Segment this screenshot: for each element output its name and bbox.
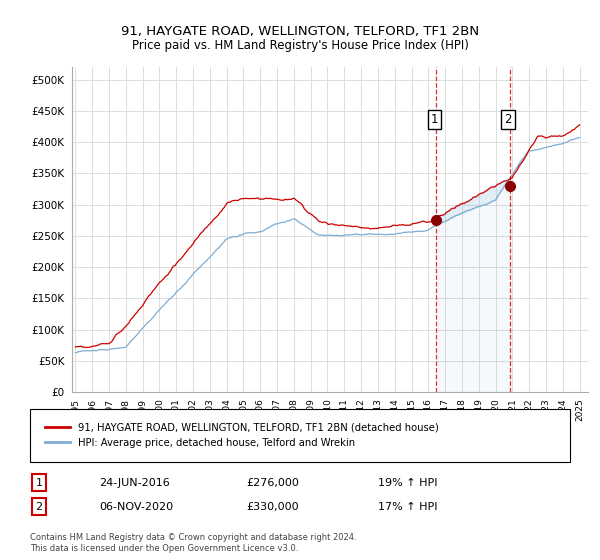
Text: 1: 1: [431, 114, 439, 127]
Text: £276,000: £276,000: [246, 478, 299, 488]
Text: 17% ↑ HPI: 17% ↑ HPI: [378, 502, 437, 512]
Text: 06-NOV-2020: 06-NOV-2020: [99, 502, 173, 512]
Text: 19% ↑ HPI: 19% ↑ HPI: [378, 478, 437, 488]
Legend: 91, HAYGATE ROAD, WELLINGTON, TELFORD, TF1 2BN (detached house), HPI: Average pr: 91, HAYGATE ROAD, WELLINGTON, TELFORD, T…: [40, 418, 444, 453]
Text: 24-JUN-2016: 24-JUN-2016: [99, 478, 170, 488]
Text: 91, HAYGATE ROAD, WELLINGTON, TELFORD, TF1 2BN: 91, HAYGATE ROAD, WELLINGTON, TELFORD, T…: [121, 25, 479, 38]
Text: Contains HM Land Registry data © Crown copyright and database right 2024.
This d: Contains HM Land Registry data © Crown c…: [30, 533, 356, 553]
FancyBboxPatch shape: [30, 409, 570, 462]
Text: 2: 2: [504, 114, 512, 127]
Text: £330,000: £330,000: [246, 502, 299, 512]
Text: 1: 1: [35, 478, 43, 488]
Text: Price paid vs. HM Land Registry's House Price Index (HPI): Price paid vs. HM Land Registry's House …: [131, 39, 469, 52]
Text: 2: 2: [35, 502, 43, 512]
